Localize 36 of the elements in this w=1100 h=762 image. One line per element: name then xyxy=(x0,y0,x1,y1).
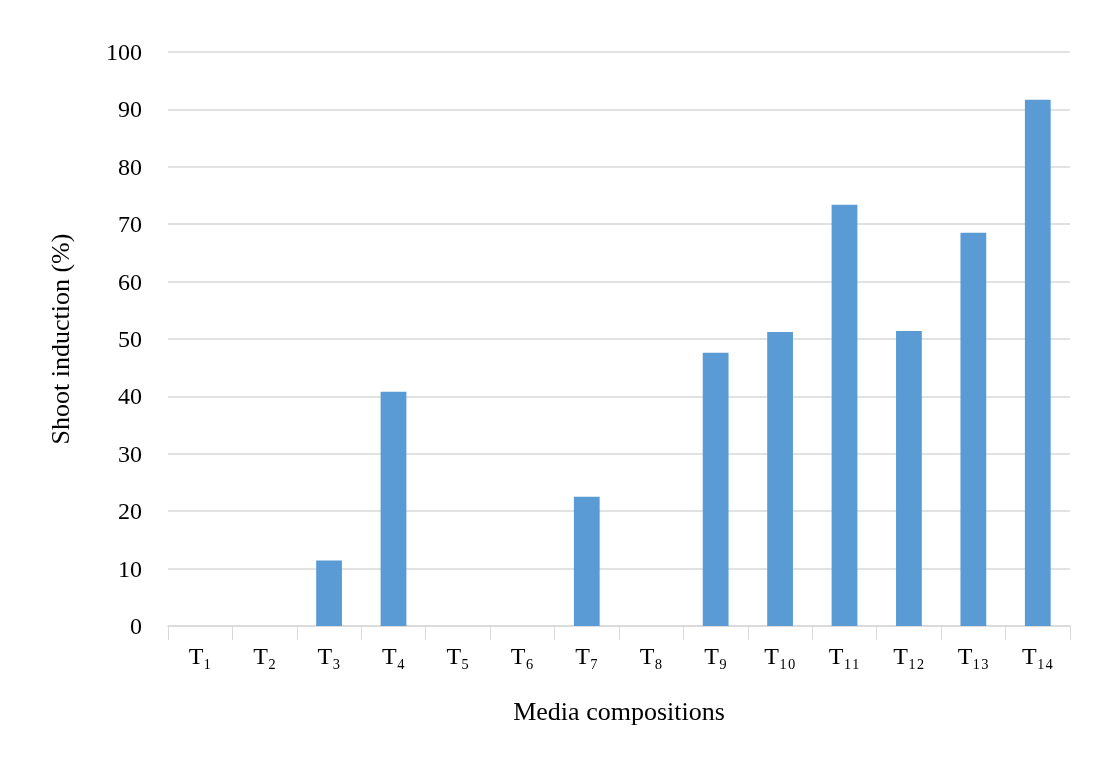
x-tick-label: T₃ xyxy=(317,643,341,669)
y-tick-label: 20 xyxy=(118,498,142,525)
x-tick-label: T₁ xyxy=(188,643,212,669)
x-tick-label: T₁₀ xyxy=(764,643,796,669)
y-tick-label: 90 xyxy=(118,96,142,123)
y-tick-label: 50 xyxy=(118,326,142,352)
bar xyxy=(896,330,922,626)
y-tick-label: 60 xyxy=(118,268,142,295)
y-axis-title: Shoot induction (%) xyxy=(45,233,75,445)
x-axis-title: Media compositions xyxy=(513,696,725,726)
x-tick-label: T₈ xyxy=(639,643,663,669)
bar xyxy=(702,352,729,626)
y-tick-label: 10 xyxy=(118,555,142,582)
x-tick-label: T₆ xyxy=(510,643,534,669)
x-tick-label: T₅ xyxy=(446,643,470,669)
bar xyxy=(316,560,342,626)
y-tick-label: 30 xyxy=(118,440,142,467)
bar xyxy=(831,204,858,626)
x-tick-label: T₄ xyxy=(381,643,406,669)
bar xyxy=(380,391,407,626)
y-tick-label: 70 xyxy=(118,211,142,238)
x-tick-label: T₂ xyxy=(253,643,277,669)
bar xyxy=(1024,99,1051,626)
x-tick-label: T₁₁ xyxy=(828,643,861,669)
bar xyxy=(767,332,793,626)
y-tick-label: 0 xyxy=(130,613,142,639)
y-tick-label: 40 xyxy=(118,383,142,410)
x-tick-label: T₇ xyxy=(575,643,599,669)
y-tick-label: 100 xyxy=(106,39,142,65)
bar xyxy=(960,232,987,626)
x-tick-label: T₉ xyxy=(704,643,728,669)
bar xyxy=(573,496,600,626)
y-tick-label: 80 xyxy=(118,153,142,180)
x-tick-label: T₁₄ xyxy=(1022,643,1054,669)
x-tick-label: T₁₂ xyxy=(893,643,925,669)
x-tick-label: T₁₃ xyxy=(957,643,990,669)
